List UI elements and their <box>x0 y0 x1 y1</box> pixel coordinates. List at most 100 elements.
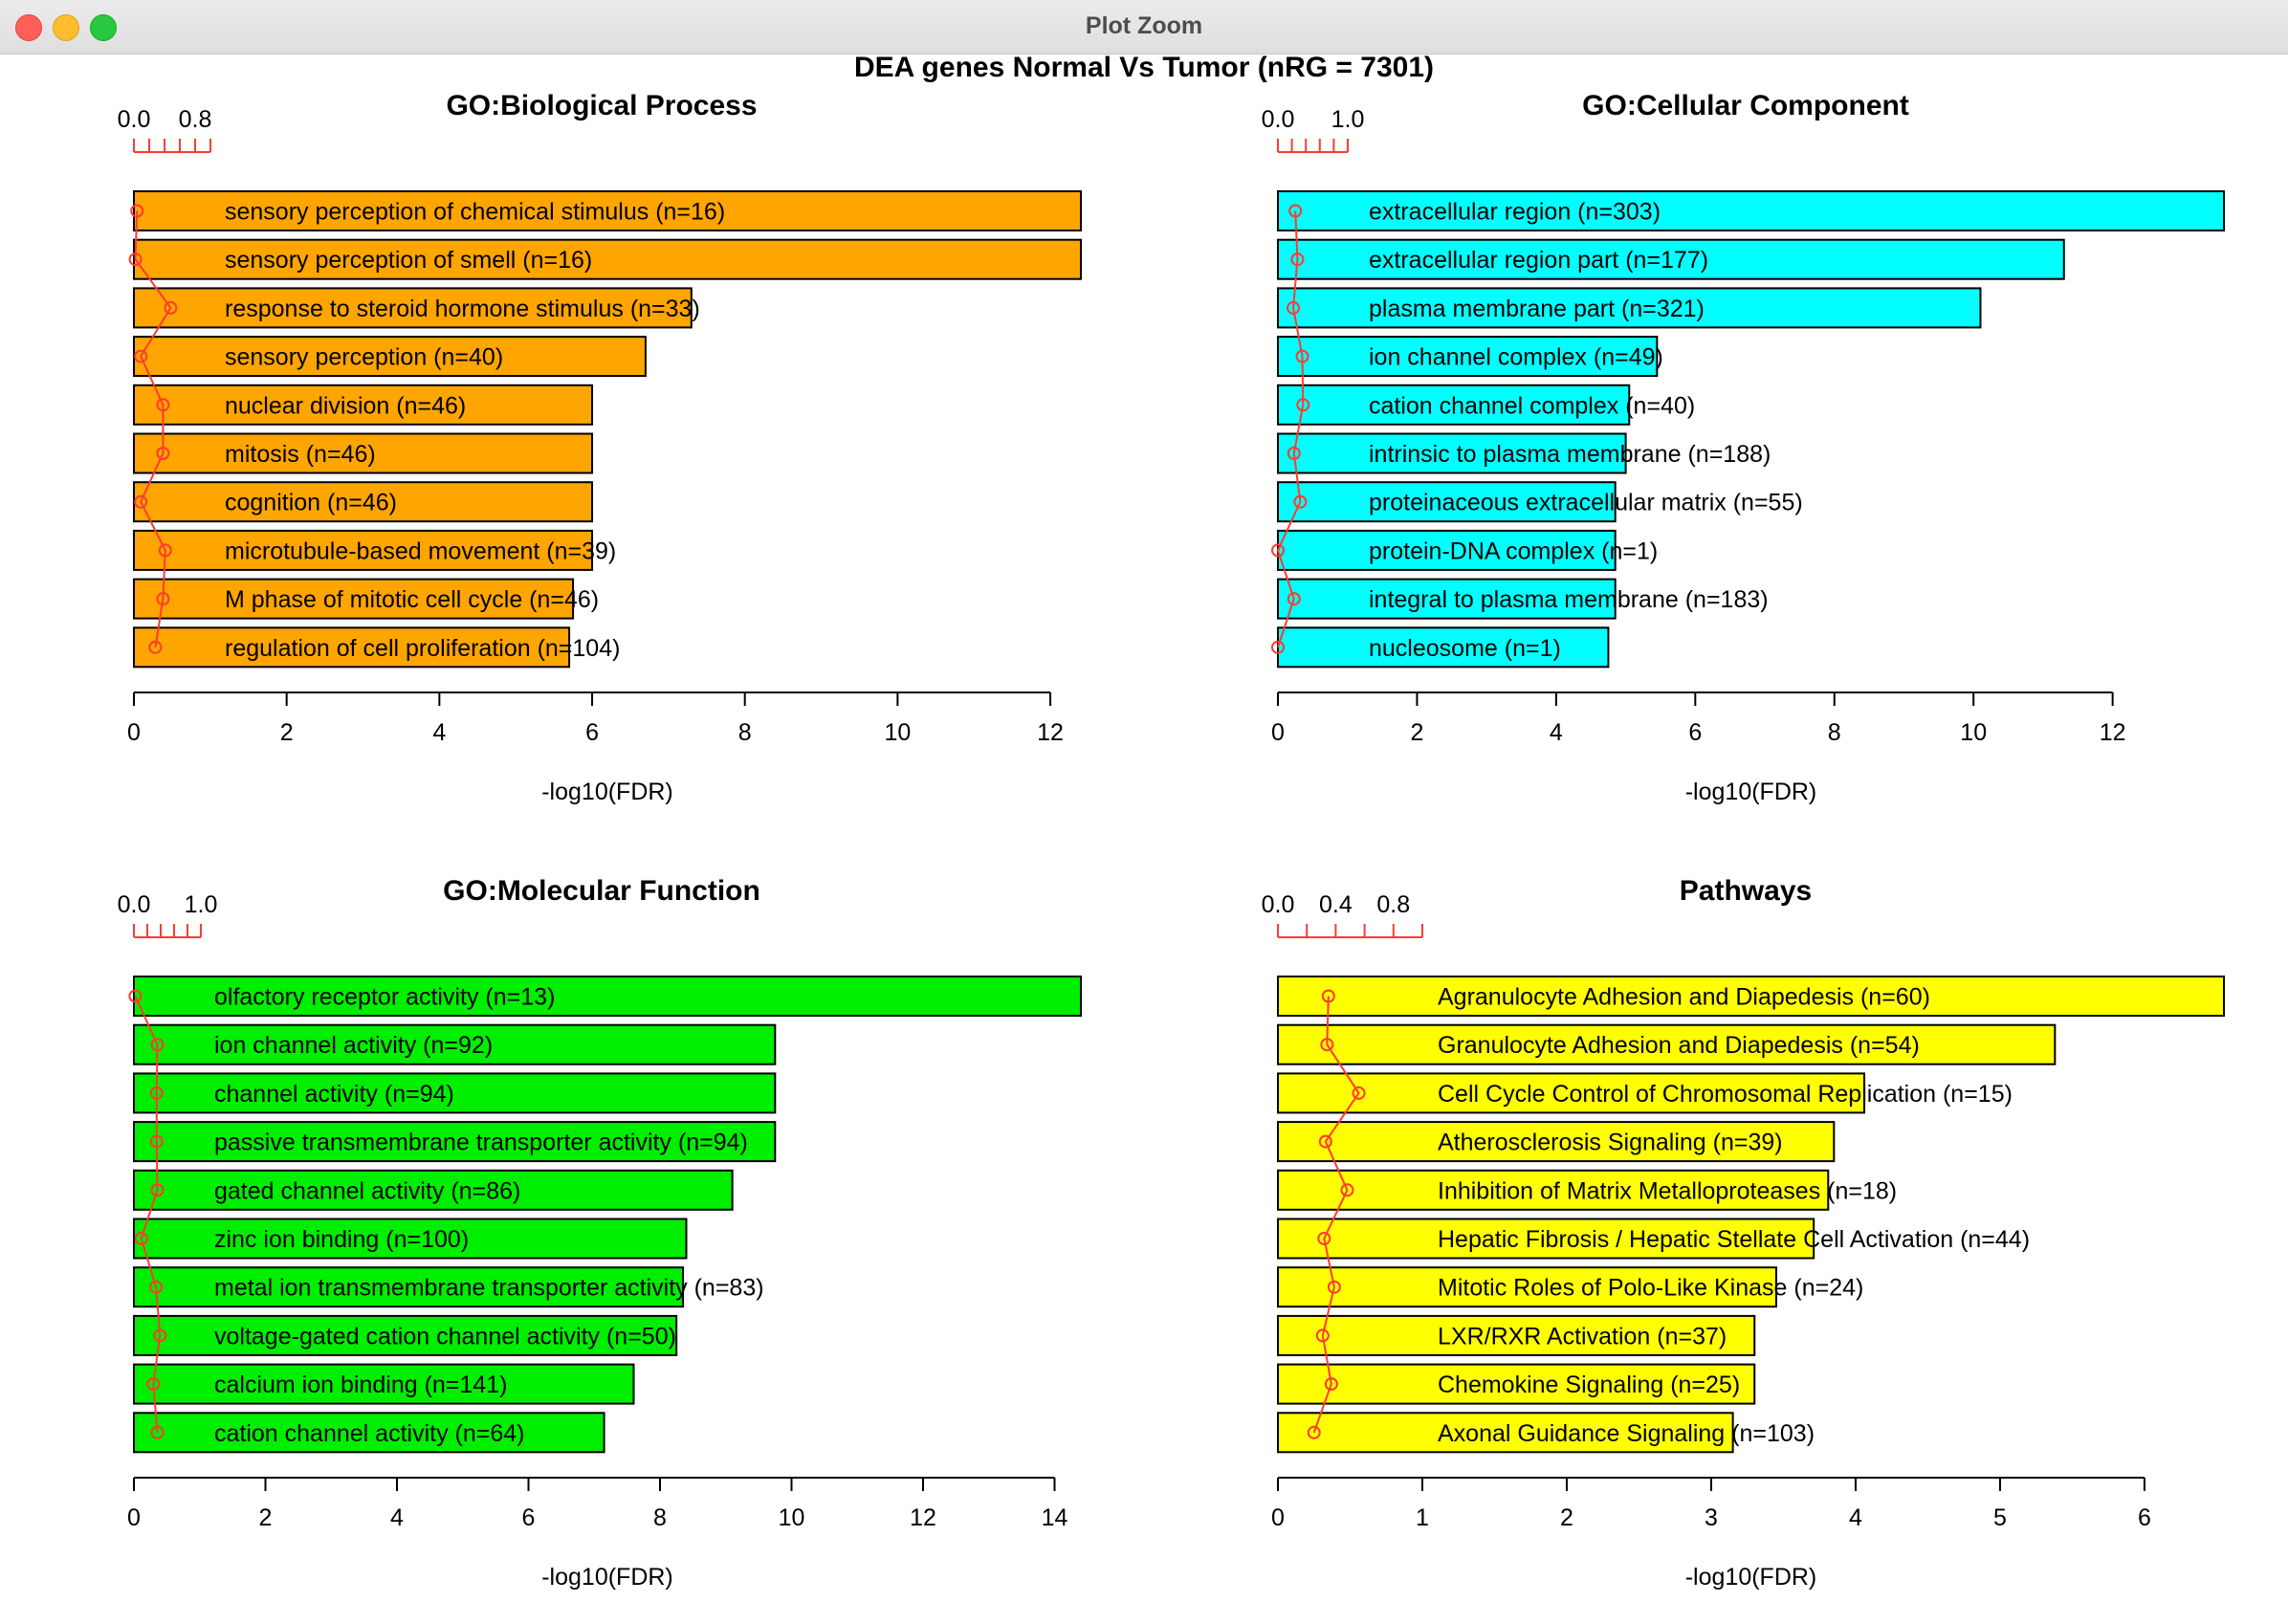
bar[interactable] <box>133 238 1082 280</box>
ratio-point <box>150 1038 165 1052</box>
minimize-button[interactable] <box>53 14 79 41</box>
bar[interactable] <box>133 1363 635 1405</box>
bar[interactable] <box>1277 432 1627 474</box>
x-tick-label: 4 <box>1550 719 1563 746</box>
category-label: zinc ion binding (n=100) <box>214 1226 469 1253</box>
category-label: mitosis (n=46) <box>225 441 376 468</box>
ratio-point <box>128 989 143 1003</box>
category-label: microtubule-based movement (n=39) <box>225 538 616 564</box>
bar[interactable] <box>133 336 647 378</box>
title-bar[interactable]: Plot Zoom <box>0 0 2288 55</box>
x-tick-label: 12 <box>1037 719 1064 746</box>
bar[interactable] <box>133 1314 678 1356</box>
close-button[interactable] <box>15 14 42 41</box>
bar[interactable] <box>133 432 594 474</box>
ratio-point <box>1296 398 1310 412</box>
category-label: cognition (n=46) <box>225 490 397 516</box>
bar[interactable] <box>1277 238 2065 280</box>
bar[interactable] <box>1277 1169 1830 1211</box>
x-tick-label: 6 <box>2138 1504 2151 1531</box>
secondary-axis-label: 1.0 <box>1331 106 1365 133</box>
category-label: sensory perception (n=40) <box>225 344 503 371</box>
bar[interactable] <box>1277 1363 1756 1405</box>
ratio-point <box>134 494 148 509</box>
bar[interactable] <box>1277 1266 1777 1308</box>
bar[interactable] <box>1277 336 1659 378</box>
zoom-button[interactable] <box>90 14 117 41</box>
bar[interactable] <box>1277 626 1610 669</box>
category-label: response to steroid hormone stimulus (n=… <box>225 296 700 322</box>
x-tick-label: 6 <box>585 719 599 746</box>
bar[interactable] <box>133 529 594 571</box>
x-tick-label: 12 <box>910 1504 936 1531</box>
bar[interactable] <box>133 1072 777 1114</box>
bar[interactable] <box>1277 287 1982 329</box>
ratio-point <box>156 592 170 606</box>
ratio-point <box>1321 989 1335 1003</box>
ratio-point <box>153 1328 167 1343</box>
secondary-axis-label: 0.0 <box>118 891 151 918</box>
x-tick-label: 6 <box>1688 719 1702 746</box>
bar[interactable] <box>1277 190 2225 231</box>
category-label: ion channel complex (n=49) <box>1369 344 1663 371</box>
x-tick-label: 2 <box>280 719 294 746</box>
ratio-point <box>1317 1232 1331 1245</box>
ratio-point <box>164 300 178 315</box>
bar[interactable] <box>133 1121 777 1163</box>
ratio-line <box>1276 210 1305 648</box>
bar[interactable] <box>1277 1121 1836 1163</box>
category-label: channel activity (n=94) <box>214 1081 454 1108</box>
ratio-point <box>1271 640 1285 654</box>
ratio-point <box>1271 543 1285 558</box>
bar[interactable] <box>1277 384 1631 426</box>
bar[interactable] <box>133 287 693 329</box>
x-tick-label: 0 <box>127 1504 141 1531</box>
x-tick-label: 2 <box>1560 1504 1573 1531</box>
bar[interactable] <box>1277 976 2225 1017</box>
ratio-point <box>1318 1134 1332 1149</box>
bar[interactable] <box>133 1023 777 1065</box>
ratio-point <box>158 543 172 558</box>
secondary-axis-label: 0.8 <box>179 106 212 133</box>
category-label: plasma membrane part (n=321) <box>1369 296 1705 322</box>
bar[interactable] <box>133 384 594 426</box>
bar[interactable] <box>133 1218 688 1260</box>
category-label: Cell Cycle Control of Chromosomal Replic… <box>1438 1081 2013 1108</box>
bar[interactable] <box>1277 1314 1756 1356</box>
ratio-point <box>1327 1280 1341 1294</box>
x-tick-label: 0 <box>1271 1504 1285 1531</box>
x-tick-label: 2 <box>259 1504 273 1531</box>
bar[interactable] <box>133 481 594 523</box>
x-tick-label: 10 <box>779 1504 805 1531</box>
chart-title: DEA genes Normal Vs Tumor (nRG = 7301) <box>854 55 1434 83</box>
category-label: cation channel complex (n=40) <box>1369 392 1695 419</box>
ratio-point <box>1307 1425 1321 1439</box>
secondary-axis-label: 1.0 <box>185 891 218 918</box>
ratio-point <box>134 1232 148 1245</box>
bar[interactable] <box>133 1266 685 1308</box>
secondary-axis-label: 0.0 <box>118 106 151 133</box>
bar[interactable] <box>133 190 1082 231</box>
bar[interactable] <box>1277 1412 1734 1454</box>
bar[interactable] <box>1277 1218 1815 1260</box>
x-tick-label: 2 <box>1410 719 1423 746</box>
x-tick-label: 0 <box>1271 719 1285 746</box>
bar[interactable] <box>133 1169 734 1211</box>
category-label: gated channel activity (n=86) <box>214 1177 520 1204</box>
secondary-axis-label: 0.0 <box>1262 106 1295 133</box>
bar[interactable] <box>1277 1023 2057 1065</box>
bar[interactable] <box>133 626 571 669</box>
bar[interactable] <box>133 976 1082 1017</box>
bar[interactable] <box>1277 481 1617 523</box>
bar[interactable] <box>1277 578 1617 620</box>
ratio-point <box>1340 1183 1354 1197</box>
bar[interactable] <box>133 578 575 620</box>
bar[interactable] <box>133 1412 605 1454</box>
x-tick-label: 4 <box>390 1504 404 1531</box>
panel-title: GO:Biological Process <box>446 90 757 121</box>
ratio-line <box>134 210 172 647</box>
category-label: passive transmembrane transporter activi… <box>214 1130 748 1156</box>
category-label: olfactory receptor activity (n=13) <box>214 984 555 1011</box>
category-label: voltage-gated cation channel activity (n… <box>214 1323 676 1350</box>
bar[interactable] <box>1277 1072 1866 1114</box>
